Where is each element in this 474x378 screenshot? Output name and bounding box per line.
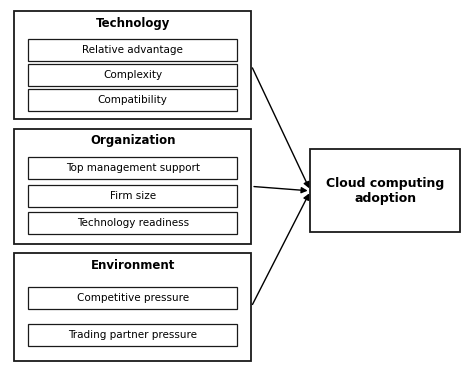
FancyBboxPatch shape [28,212,237,234]
Text: Relative advantage: Relative advantage [82,45,183,54]
FancyBboxPatch shape [28,89,237,111]
FancyBboxPatch shape [28,287,237,309]
Text: Organization: Organization [90,134,175,147]
FancyBboxPatch shape [28,64,237,86]
FancyBboxPatch shape [28,39,237,60]
Text: Complexity: Complexity [103,70,162,80]
Text: Top management support: Top management support [66,163,200,173]
Text: Firm size: Firm size [109,191,156,201]
Text: Compatibility: Compatibility [98,95,168,105]
Text: Technology readiness: Technology readiness [77,218,189,228]
FancyBboxPatch shape [28,324,237,346]
Text: Cloud computing
adoption: Cloud computing adoption [326,177,444,205]
FancyBboxPatch shape [14,129,251,244]
Text: Trading partner pressure: Trading partner pressure [68,330,197,340]
FancyBboxPatch shape [28,157,237,179]
FancyBboxPatch shape [14,253,251,361]
Text: Competitive pressure: Competitive pressure [77,293,189,303]
Text: Technology: Technology [96,17,170,30]
FancyBboxPatch shape [310,149,460,232]
Text: Environment: Environment [91,259,175,272]
FancyBboxPatch shape [28,185,237,207]
FancyBboxPatch shape [14,11,251,119]
